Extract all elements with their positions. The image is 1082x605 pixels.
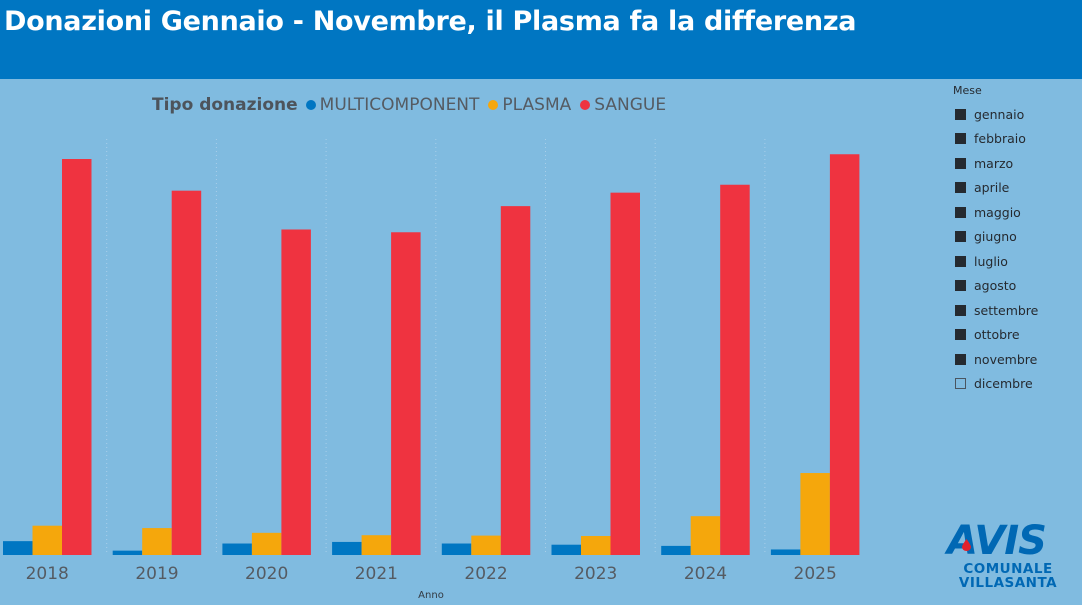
legend-item-multicomponent[interactable]: MULTICOMPONENT [305, 95, 480, 115]
x-tick-label: 2025 [794, 564, 837, 584]
slicer-item-marzo[interactable]: marzo [953, 151, 1073, 176]
x-tick-label: 2020 [245, 564, 288, 584]
checkbox-checked[interactable] [955, 280, 966, 292]
checkbox-checked[interactable] [955, 353, 966, 365]
slicer-item-label: settembre [974, 302, 1039, 318]
x-tick-label: 2021 [355, 564, 398, 584]
slicer-item-giugno[interactable]: giugno [953, 225, 1073, 250]
checkbox-checked[interactable] [955, 108, 966, 120]
slicer-item-dicembre[interactable]: dicembre [953, 372, 1073, 397]
legend-label-plasma: PLASMA [502, 95, 572, 115]
checkbox-checked[interactable] [955, 255, 966, 267]
slicer-item-label: febbraio [974, 131, 1026, 147]
bar-multicomponent-2018 [3, 541, 33, 555]
checkbox-checked[interactable] [955, 157, 966, 169]
bar-sangue-2018 [62, 159, 92, 555]
slicer-item-label: luglio [974, 253, 1008, 269]
x-tick-label: 2024 [684, 564, 727, 584]
bar-sangue-2023 [610, 192, 640, 555]
x-tick-label: 2019 [135, 564, 178, 584]
bar-plasma-2024 [690, 516, 721, 555]
month-slicer: Mese gennaio febbraio marzo aprile maggio giu… [953, 84, 1073, 396]
slicer-item-febbraio[interactable]: febbraio [953, 127, 1073, 152]
checkbox-checked[interactable] [955, 206, 966, 218]
x-tick-label: 2022 [464, 564, 507, 584]
legend-dot-multicomponent [305, 100, 316, 110]
chart-legend: Tipo donazione MULTICOMPONENT PLASMA SAN… [152, 93, 675, 117]
avis-logo: AVIS COMUNALE VILLASANTA [946, 519, 1070, 593]
bar-plasma-2018 [32, 525, 62, 555]
bar-multicomponent-2022 [441, 543, 472, 555]
checkbox-checked[interactable] [955, 133, 966, 145]
legend-label-sangue: SANGUE [594, 95, 667, 115]
checkbox-checked[interactable] [955, 304, 966, 316]
x-tick-label: 2023 [574, 564, 617, 584]
bar-plasma-2023 [581, 535, 611, 555]
bar-multicomponent-2025 [770, 549, 801, 555]
slicer-item-label: marzo [974, 155, 1014, 171]
bar-plasma-2019 [142, 528, 172, 555]
blood-drop-icon [962, 539, 971, 551]
slicer-item-label: novembre [974, 351, 1038, 367]
logo-line-comunale: COMUNALE [963, 561, 1053, 577]
bar-plasma-2021 [361, 535, 392, 555]
logo-line-villasanta: VILLASANTA [958, 575, 1058, 591]
bar-sangue-2024 [720, 184, 750, 555]
slicer-list: gennaio febbraio marzo aprile maggio giugno lu… [953, 102, 1073, 396]
slicer-item-settembre[interactable]: settembre [953, 298, 1073, 323]
legend-dot-plasma [488, 100, 499, 110]
checkbox-checked[interactable] [955, 329, 966, 341]
slicer-item-label: ottobre [974, 327, 1020, 343]
bar-multicomponent-2024 [661, 545, 691, 555]
slicer-item-novembre[interactable]: novembre [953, 347, 1073, 372]
bar-plasma-2022 [471, 535, 501, 555]
bar-multicomponent-2020 [222, 543, 252, 555]
bar-sangue-2025 [829, 154, 860, 556]
slicer-item-label: gennaio [974, 106, 1025, 122]
slicer-item-aprile[interactable]: aprile [953, 176, 1073, 201]
bar-multicomponent-2023 [551, 544, 581, 555]
slicer-item-label: giugno [974, 229, 1017, 245]
slicer-item-gennaio[interactable]: gennaio [953, 102, 1073, 127]
bar-chart: 2018 2019 2020 2021 2022 2023 2024 2025 Anno [3, 139, 860, 601]
slicer-title: Mese [953, 84, 982, 97]
legend-dot-sangue [580, 100, 591, 110]
bar-sangue-2020 [281, 229, 311, 555]
x-tick-label: 2018 [26, 564, 69, 584]
legend-item-sangue[interactable]: SANGUE [580, 95, 666, 115]
bar-multicomponent-2019 [112, 550, 143, 555]
x-axis-title: Anno [418, 590, 444, 601]
slicer-item-label: maggio [974, 204, 1021, 220]
logo-word: AVIS [947, 518, 1047, 564]
legend-title: Tipo donazione [152, 95, 298, 115]
slicer-item-ottobre[interactable]: ottobre [953, 323, 1073, 348]
bar-sangue-2019 [171, 190, 202, 555]
slicer-item-label: agosto [974, 278, 1017, 294]
slicer-item-agosto[interactable]: agosto [953, 274, 1073, 299]
slicer-item-label: dicembre [974, 376, 1033, 392]
slicer-item-luglio[interactable]: luglio [953, 249, 1073, 274]
slicer-item-label: aprile [974, 180, 1010, 196]
checkbox-checked[interactable] [955, 231, 966, 243]
bar-plasma-2025 [800, 473, 830, 555]
bar-sangue-2021 [391, 232, 421, 555]
checkbox-unchecked[interactable] [955, 378, 966, 390]
bar-plasma-2020 [251, 532, 282, 555]
header-bar: Donazioni Gennaio - Novembre, il Plasma … [0, 0, 1082, 79]
slicer-item-maggio[interactable]: maggio [953, 200, 1073, 225]
legend-label-multicomponent: MULTICOMPONENT [319, 95, 480, 115]
bar-sangue-2022 [500, 206, 531, 555]
report-title: Donazioni Gennaio - Novembre, il Plasma … [4, 6, 857, 37]
bar-multicomponent-2021 [332, 541, 362, 555]
checkbox-checked[interactable] [955, 182, 966, 194]
legend-item-plasma[interactable]: PLASMA [488, 95, 571, 115]
